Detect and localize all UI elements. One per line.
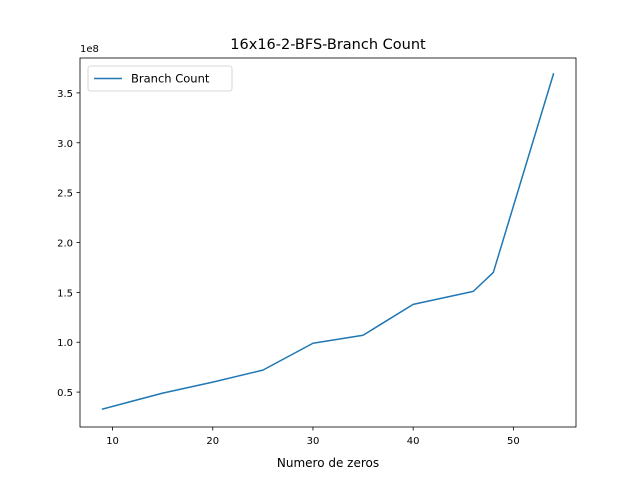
y-offset-label: 1e8 <box>80 44 99 55</box>
x-axis-label: Numero de zeros <box>277 456 379 470</box>
y-tick-label: 0.5 <box>57 388 73 399</box>
plot-area: 10 20 30 40 50 0.5 1.0 1.5 2.0 2.5 3.0 3.5 Branch Co… <box>57 57 577 447</box>
y-tick-label: 2.5 <box>57 189 73 200</box>
axes-frame <box>79 57 577 428</box>
x-tick-label: 40 <box>407 436 420 447</box>
y-tick-label: 2.0 <box>57 239 73 250</box>
x-tick-label: 30 <box>307 436 320 447</box>
y-tick-label: 1.0 <box>57 338 73 349</box>
legend: Branch Count <box>87 65 233 92</box>
y-tick-label: 3.5 <box>57 89 73 100</box>
x-tick-label: 20 <box>206 436 219 447</box>
legend-label: Branch Count <box>131 72 210 86</box>
y-tick-label: 1.5 <box>57 288 73 299</box>
legend-box <box>87 65 233 92</box>
y-tick-label: 3.0 <box>57 139 73 150</box>
x-tick-label: 10 <box>106 436 119 447</box>
x-tick-label: 50 <box>507 436 520 447</box>
series-line <box>101 73 555 410</box>
chart-title: 16x16-2-BFS-Branch Count <box>230 37 426 53</box>
